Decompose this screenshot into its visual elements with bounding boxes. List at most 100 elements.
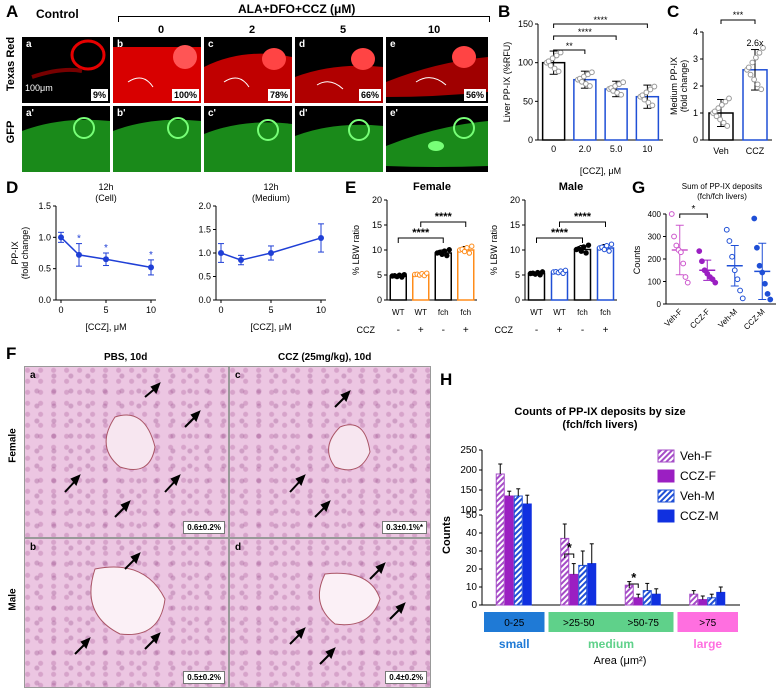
data-point [756, 262, 763, 269]
data-point [711, 108, 718, 115]
data-point [647, 86, 654, 93]
deposit-percent: 0.4±0.2% [385, 671, 427, 684]
ccz-sign: + [557, 325, 563, 336]
x-tick-label: Veh-F [663, 307, 685, 329]
data-point [739, 295, 746, 302]
image-letter: d' [299, 108, 308, 119]
y-axis-label: % LBW ratio [489, 225, 499, 275]
data-point [715, 105, 722, 112]
panel-b-chart: 0 50 100 150 Liver PP-IX (%RFU) [CCZ], μM 0 2.0… [502, 15, 663, 176]
data-point [641, 96, 648, 103]
y-tick-label: 15 [510, 220, 520, 230]
data-point [734, 276, 741, 283]
bar [573, 78, 597, 141]
bar [513, 495, 523, 606]
significance-bracket [536, 237, 583, 243]
y-tick-label: 1.5 [198, 225, 211, 235]
y-tick-label: 0.5 [38, 264, 51, 274]
y-tick-label: 200 [648, 255, 662, 264]
image-letter: a [26, 39, 32, 50]
data-point [444, 252, 450, 259]
y-axis-label-line1: PP-IX [10, 241, 20, 265]
data-point [586, 83, 593, 89]
ccz-sign: - [535, 325, 538, 336]
y-tick-label: 0 [471, 600, 477, 611]
y-tick-label: 0 [528, 135, 533, 145]
x-tick-label: 10 [642, 144, 652, 154]
series-line [220, 237, 322, 261]
series-line [60, 236, 152, 269]
data-point [754, 244, 760, 251]
data-point [238, 257, 244, 264]
y-tick-label: 5 [515, 270, 520, 280]
data-point [608, 241, 615, 247]
legend-swatch [657, 469, 675, 483]
panel-b-letter: B [498, 2, 511, 21]
bar [587, 563, 597, 606]
conc-label-10: 10 [428, 24, 441, 36]
data-point [424, 270, 430, 276]
y-tick-label: 20 [510, 195, 520, 205]
ccz-sign: + [418, 325, 424, 336]
data-point [620, 79, 627, 86]
image-letter: a' [26, 108, 34, 119]
data-point [651, 83, 658, 90]
y-tick-label: 0.5 [198, 272, 211, 282]
data-point [551, 65, 558, 72]
histology-features [289, 562, 406, 665]
x-tick-label: >25-50 [563, 618, 595, 629]
significance-bracket [628, 583, 639, 588]
image-letter: d [235, 542, 242, 553]
data-point [751, 215, 758, 222]
chart-title-line2: (fch/fch livers) [697, 192, 747, 201]
data-point [720, 119, 727, 126]
data-point [581, 244, 587, 250]
ccz-sign: - [442, 325, 445, 336]
fluor-image-c: c 78% [204, 37, 292, 103]
x-tick-label: 0 [58, 305, 63, 315]
y-tick-label: 30 [466, 546, 478, 557]
significance-star: * [567, 540, 573, 555]
ccz-sign: + [603, 325, 609, 336]
significance-bracket [720, 19, 756, 24]
data-point [583, 250, 589, 256]
data-point [618, 91, 625, 98]
bar [560, 537, 570, 606]
x-tick-label: Veh-M [716, 307, 739, 330]
data-point [718, 102, 725, 108]
scale-bar-label: 100μm [25, 83, 53, 93]
chart-title-line2: (fch/fch livers) [562, 419, 638, 431]
legend-label: CCZ-F [680, 469, 716, 483]
y-tick-label: 4 [693, 27, 698, 37]
x-tick-label: 2.0 [579, 144, 592, 154]
deposit-percent: 0.5±0.2% [183, 671, 225, 684]
subplot-title: Male [559, 181, 583, 193]
data-point [562, 267, 569, 274]
y-tick-label: 15 [372, 220, 382, 230]
y-tick-label: 150 [518, 19, 533, 29]
data-point [103, 256, 109, 263]
data-point [539, 269, 546, 275]
y-tick-label: 1.0 [198, 248, 211, 258]
bar [689, 593, 699, 606]
x-tick-label: CCZ-F [688, 307, 711, 330]
panel-h-chart: Counts of PP-IX deposits by size(fch/fch… [441, 406, 740, 667]
data-point [148, 264, 154, 271]
y-tick-label: 0 [657, 300, 662, 309]
histology-features [74, 552, 166, 655]
y-tick-label: 50 [466, 510, 478, 521]
data-point [645, 99, 652, 106]
size-range-box [548, 612, 674, 632]
legend-swatch [657, 509, 675, 523]
significance-star: * [104, 243, 108, 254]
data-point [218, 250, 224, 256]
bar [389, 275, 407, 301]
image-percent: 56% [463, 89, 486, 101]
image-letter: e [390, 39, 396, 50]
y-tick-label: 5 [377, 270, 382, 280]
subplot-title: 12h [98, 182, 113, 192]
data-point [684, 279, 691, 286]
data-point [464, 245, 470, 251]
data-point [747, 71, 754, 78]
row-label-female: Female [7, 428, 19, 463]
